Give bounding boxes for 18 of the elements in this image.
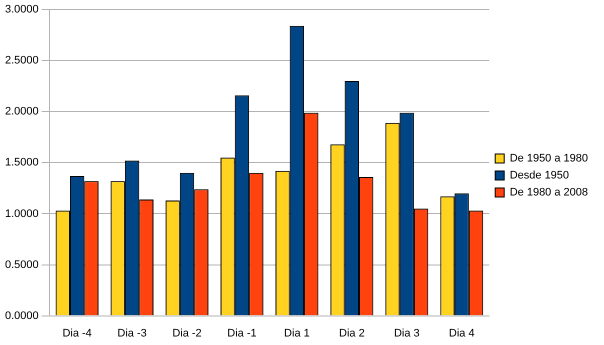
legend-label: De 1980 a 2008 <box>510 186 588 199</box>
legend-label: Desde 1950 <box>510 170 570 182</box>
x-tick-label: Dia -4 <box>62 327 92 340</box>
x-tick-label: Dia 4 <box>448 327 475 340</box>
y-tick-label: 0.0000 <box>4 310 39 322</box>
y-tick-label: 3.0000 <box>4 4 39 16</box>
x-tick-label: Dia 1 <box>284 327 310 340</box>
x-tick-label: Dia -1 <box>227 327 257 340</box>
legend-label: De 1950 a 1980 <box>510 152 588 165</box>
x-tick-label: Dia 3 <box>394 327 420 340</box>
y-tick-label: 1.0000 <box>4 208 39 220</box>
x-tick-label: Dia -3 <box>117 327 147 340</box>
y-tick-label: 0.5000 <box>4 258 39 271</box>
x-tick-label: Dia 2 <box>339 327 365 340</box>
x-tick-label: Dia -2 <box>172 327 202 340</box>
y-tick-label: 1.5000 <box>4 156 39 169</box>
y-tick-label: 2.0000 <box>4 106 39 118</box>
y-tick-label: 2.5000 <box>4 54 39 67</box>
